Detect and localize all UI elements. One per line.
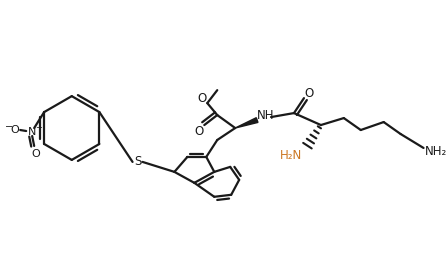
Text: NH: NH [257,109,275,122]
Text: O: O [11,125,20,135]
Text: O: O [198,92,207,105]
Text: S: S [134,155,141,168]
Text: O: O [32,149,40,159]
Text: +: + [34,122,42,131]
Text: N: N [28,127,36,137]
Text: O: O [304,87,314,100]
Text: H₂N: H₂N [280,149,302,162]
Text: O: O [195,124,204,137]
Polygon shape [235,118,258,128]
Text: −: − [5,122,13,132]
Text: NH₂: NH₂ [424,146,447,159]
